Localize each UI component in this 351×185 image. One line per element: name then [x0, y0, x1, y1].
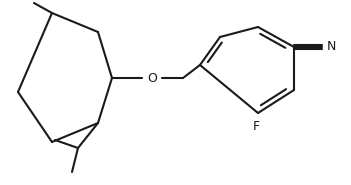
Text: N: N	[327, 41, 336, 53]
Text: F: F	[252, 120, 259, 134]
Text: O: O	[147, 71, 157, 85]
